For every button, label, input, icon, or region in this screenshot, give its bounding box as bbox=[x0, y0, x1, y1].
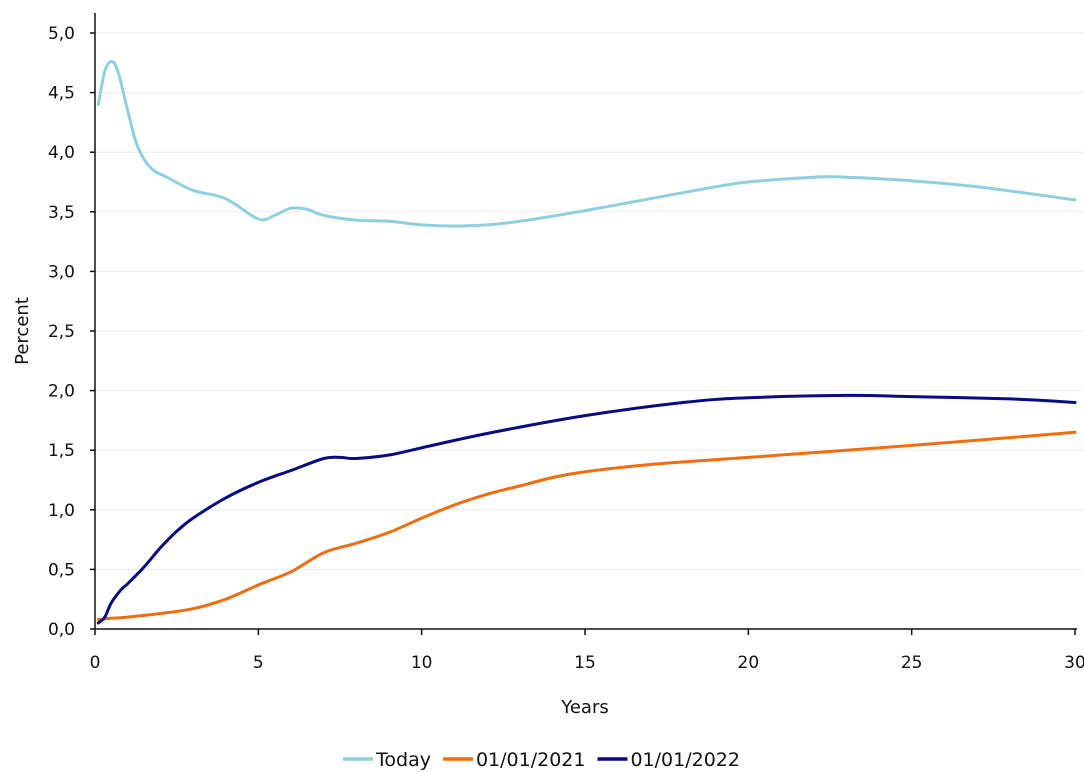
series-lines bbox=[96, 60, 1077, 625]
legend-item: 01/01/2022 bbox=[597, 749, 740, 771]
y-tick-label: 1,0 bbox=[48, 501, 75, 521]
x-tick-label: 30 bbox=[1064, 653, 1084, 673]
x-tick-label: 25 bbox=[901, 653, 923, 673]
y-tick-label: 0,5 bbox=[48, 560, 75, 580]
y-tick-label: 5,0 bbox=[48, 24, 75, 44]
legend: Today 01/01/2021 01/01/2022 bbox=[343, 749, 740, 771]
legend-item: 01/01/2021 bbox=[442, 749, 586, 771]
x-axis-title: Years bbox=[560, 697, 609, 718]
x-tick-label: 10 bbox=[411, 653, 433, 673]
series-line bbox=[96, 430, 1077, 621]
y-tick-label: 1,5 bbox=[48, 441, 75, 461]
y-ticks: 0,0 0,5 1,0 1,5 2,0 2,5 3,0 3,5 4,0 4,5 5,0 bbox=[48, 24, 95, 640]
y-axis-title: Percent bbox=[12, 297, 33, 365]
x-tick-label: 15 bbox=[574, 653, 596, 673]
legend-item: Today bbox=[343, 749, 431, 771]
gridlines bbox=[95, 32, 1084, 570]
x-tick-label: 5 bbox=[253, 653, 264, 673]
x-tick-label: 0 bbox=[90, 653, 101, 673]
y-tick-label: 3,5 bbox=[48, 203, 75, 223]
series-line bbox=[96, 393, 1077, 625]
legend-label: 01/01/2021 bbox=[476, 749, 586, 771]
y-tick-label: 4,0 bbox=[48, 143, 75, 163]
x-ticks: 0 5 10 15 20 25 30 bbox=[90, 629, 1084, 673]
y-tick-label: 2,0 bbox=[48, 382, 75, 402]
y-tick-label: 3,0 bbox=[48, 262, 75, 282]
y-tick-label: 0,0 bbox=[48, 620, 75, 640]
axes bbox=[94, 13, 1077, 630]
y-tick-label: 4,5 bbox=[48, 84, 75, 104]
y-tick-label: 2,5 bbox=[48, 322, 75, 342]
series-line bbox=[96, 60, 1077, 228]
x-tick-label: 20 bbox=[738, 653, 760, 673]
legend-label: Today bbox=[375, 749, 431, 771]
legend-label: 01/01/2022 bbox=[630, 749, 740, 771]
